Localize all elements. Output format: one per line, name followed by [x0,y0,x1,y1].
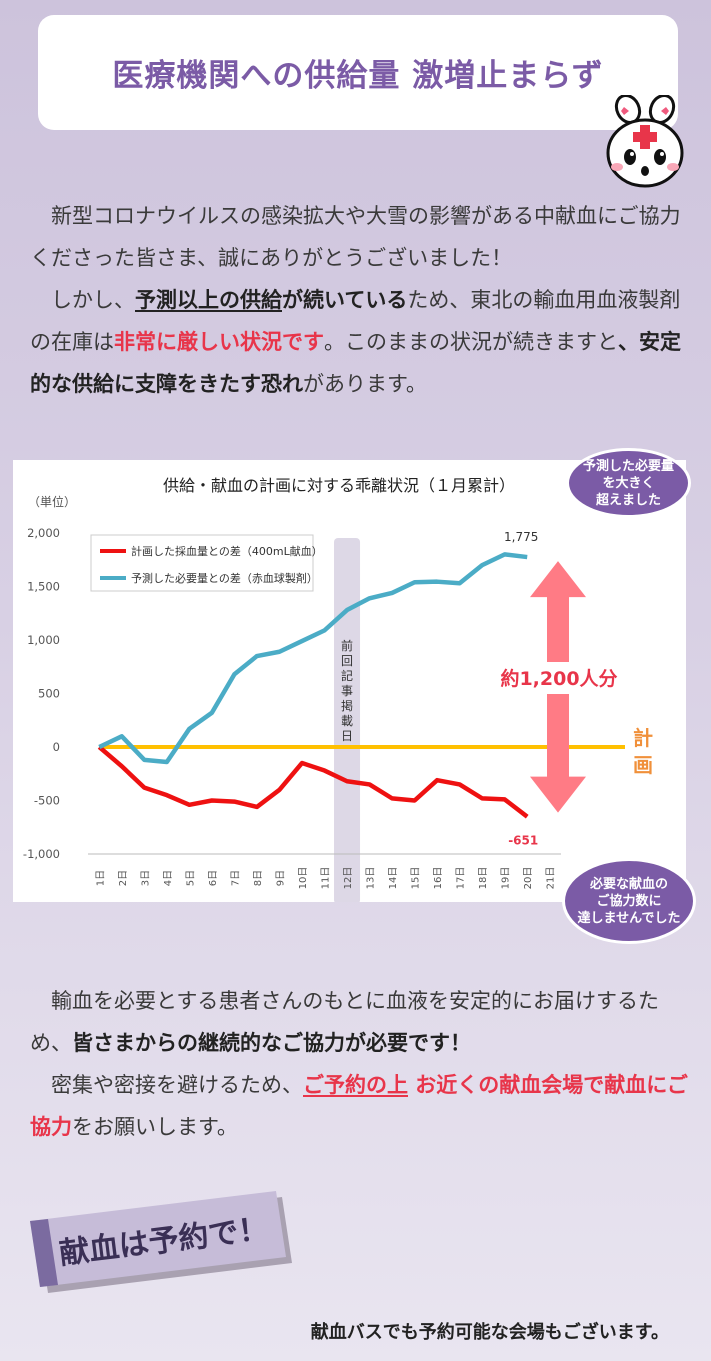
plan-label-char: 画 [633,753,653,777]
emphasis-nearby-venue: お近くの献血会場で献血にご協力 [30,1073,688,1139]
footer-note: 献血バスでも予約可能な会場もございます。 [310,1322,669,1343]
highlight-label-char: 前 [341,638,353,653]
intro-paragraph-2: しかし、予測以上の供給が続いているため、東北の輸血用血液製剤の在庫は非常に厳しい… [30,279,685,405]
outro-paragraph-2: 密集や密接を避けるため、ご予約の上 お近くの献血会場で献血にご協力をお願いします… [30,1064,690,1148]
outro-text-span: 輸血を必要とする患者さんのもとに血液を安定的にお届けするため、 [30,989,659,1055]
highlight-label-char: 事 [341,684,353,698]
legend-label: 予測した必要量との差（赤血球製剤） [131,571,318,585]
x-tick-label: 1日 [95,870,106,886]
emphasis-risk: 、安定的な供給に支障をきたす恐れ [30,330,681,396]
y-tick-label: 500 [38,687,60,701]
bubble-line: ご協力数に [596,893,662,909]
chart-title: 供給・献血の計画に対する乖離状況（１月累計） [163,476,515,495]
title-box: 医療機関への供給量 激増止まらず [38,15,678,130]
series-line-red [97,745,529,819]
highlight-label-char: 回 [341,654,353,668]
gap-label: 約1,200人分 [500,667,617,690]
series-line-blue [98,552,528,765]
emphasis-supply: 予測以上の供給 [135,288,282,312]
end-label-red: -651 [508,834,538,848]
highlight-label-char: 載 [341,714,353,728]
x-tick-label: 2日 [118,870,129,886]
bubble-line: 必要な献血の [589,876,668,892]
x-tick-label: 5日 [185,870,196,886]
x-tick-label: 7日 [230,870,241,886]
y-tick-label: 1,500 [27,580,60,594]
y-tick-label: 1,000 [27,633,60,647]
intro-text-span: しかし、 [51,288,135,312]
plan-label-char: 計 [633,726,653,750]
gap-label-bg [483,662,635,694]
x-tick-label: 19日 [501,867,512,890]
outro-paragraph-1: 輸血を必要とする患者さんのもとに血液を安定的にお届けするため、皆さまからの継続的… [30,980,690,1064]
highlight-label-char: 日 [341,729,353,743]
outro-text-span: 密集や密接を避けるため、 [51,1073,303,1097]
x-tick-label: 3日 [140,870,151,886]
end-label-blue: 1,775 [504,530,538,544]
x-tick-label: 16日 [433,867,444,890]
x-tick-label: 18日 [478,867,489,890]
x-tick-label: 6日 [208,870,219,886]
y-tick-label: -500 [34,794,60,808]
x-tick-label: 8日 [253,870,264,886]
intro-text-span: 。このままの状況が続きますと [324,330,618,354]
chart-card: 供給・献血の計画に対する乖離状況（１月累計） （単位） 前回記事掲載日 2,000… [13,460,686,902]
bubble-line: 達しませんでした [577,910,681,926]
legend-label: 計画した採血量との差（400mL献血） [131,544,323,558]
y-tick-label: 2,000 [27,526,60,540]
x-tick-label: 14日 [388,867,399,890]
highlight-label-char: 掲 [341,698,353,713]
x-tick-label: 11日 [321,867,332,890]
outro-text: 輸血を必要とする患者さんのもとに血液を安定的にお届けするため、皆さまからの継続的… [30,980,690,1148]
y-tick-label: 0 [53,740,60,754]
outro-text-span: をお願いします。 [72,1115,238,1139]
emphasis-reservation: ご予約の上 [303,1073,408,1097]
x-tick-label: 17日 [456,867,467,890]
legend-box [90,534,314,592]
intro-paragraph-1: 新型コロナウイルスの感染拡大や大雪の影響がある中献血にご協力くださった皆さま、誠… [30,204,681,270]
x-tick-label: 12日 [343,867,354,890]
reservation-tag: 献血は予約で！ [30,1191,292,1293]
x-tick-label: 20日 [523,867,534,890]
x-tick-label: 15日 [411,867,422,890]
bubble-exceeded: 予測した必要量 を大きく 超えました [566,448,691,518]
y-axis-unit: （単位） [28,494,76,509]
x-tick-label: 4日 [163,870,174,886]
emphasis-continues: が続いている [282,288,408,312]
x-tick-label: 21日 [546,867,557,890]
bubble-line: を大きく [602,475,655,491]
page-title: 医療機関への供給量 激増止まらず [112,58,604,94]
y-tick-label: -1,000 [23,847,60,861]
mascot-icon [606,95,684,188]
x-tick-label: 10日 [298,867,309,890]
emphasis-cooperation: 皆さまからの継続的なご協力が必要です！ [72,1031,471,1055]
highlight-label-char: 記 [341,668,353,683]
emphasis-severe: 非常に厳しい状況です [114,330,324,354]
bubble-line: 超えました [595,492,661,508]
bubble-shortfall: 必要な献血の ご協力数に 達しませんでした [562,858,696,944]
x-tick-label: 9日 [275,870,286,886]
intro-text-span: があります。 [303,372,427,396]
intro-text-span: ため、東北の輸血用血液製剤の在庫は [30,288,681,354]
bubble-line: 予測した必要量 [582,458,674,474]
x-tick-label: 13日 [366,867,377,890]
intro-text: 新型コロナウイルスの感染拡大や大雪の影響がある中献血にご協力くださった皆さま、誠… [30,195,685,405]
highlight-band [334,538,361,902]
